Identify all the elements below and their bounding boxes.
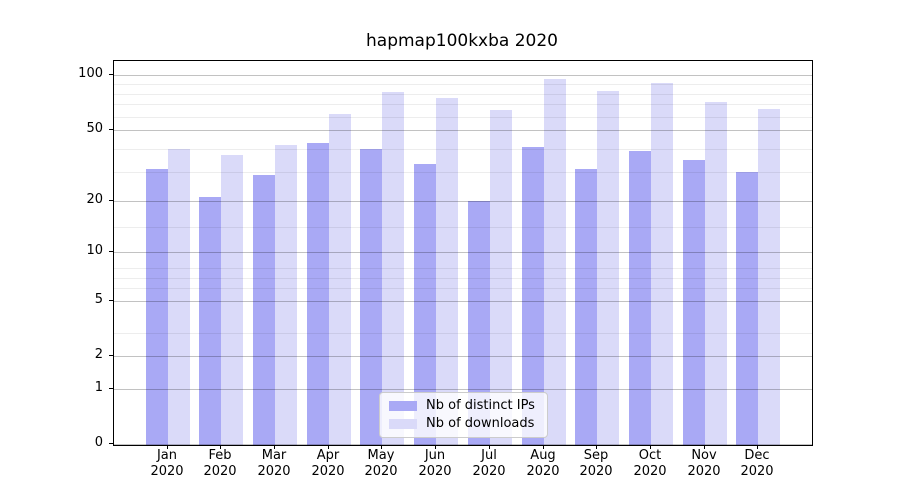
bar-downloads-sep: [597, 90, 620, 445]
bar-distinct-ips-sep: [575, 169, 598, 445]
x-tick-label-mar: Mar 2020: [257, 448, 291, 479]
x-tick-label-may: May 2020: [364, 448, 398, 479]
x-tick-label-jun: Jun 2020: [418, 448, 452, 479]
x-tick-mark-dec: [757, 445, 758, 449]
x-tick-mark-may: [381, 445, 382, 449]
legend-swatch-downloads: [389, 418, 417, 429]
x-tick-mark-aug: [543, 445, 544, 449]
x-tick-label-apr: Apr 2020: [311, 448, 345, 479]
x-tick-mark-nov: [704, 445, 705, 449]
y-tick-mark-2: [109, 355, 113, 356]
x-tick-mark-jul: [489, 445, 490, 449]
bar-downloads-nov: [704, 102, 727, 445]
x-tick-label-oct: Oct 2020: [633, 448, 667, 479]
x-tick-label-jul: Jul 2020: [472, 448, 506, 479]
y-tick-label-50: 50: [86, 121, 103, 136]
bar-distinct-ips-apr: [306, 143, 329, 445]
bar-distinct-ips-aug: [521, 147, 544, 445]
y-tick-label-5: 5: [94, 292, 103, 307]
y-tick-label-20: 20: [86, 192, 103, 207]
x-tick-mark-oct: [650, 445, 651, 449]
bar-distinct-ips-oct: [628, 151, 651, 445]
legend: Nb of distinct IPs Nb of downloads: [379, 392, 548, 438]
bars-layer: [114, 61, 812, 445]
y-tick-label-0: 0: [94, 435, 103, 450]
y-tick-mark-0: [109, 443, 113, 444]
chart-title: hapmap100kxba 2020: [366, 31, 558, 51]
bar-downloads-jun: [436, 97, 459, 445]
bar-distinct-ips-jul: [467, 200, 490, 445]
y-tick-mark-100: [109, 74, 113, 75]
bar-downloads-jan: [167, 149, 190, 445]
bar-downloads-apr: [328, 114, 351, 445]
bar-downloads-jul: [489, 110, 512, 445]
legend-swatch-distinct-ips: [389, 400, 417, 411]
bar-downloads-oct: [650, 83, 673, 445]
y-tick-mark-1: [109, 388, 113, 389]
x-tick-mark-jun: [435, 445, 436, 449]
y-tick-label-2: 2: [94, 347, 103, 362]
y-tick-label-10: 10: [86, 243, 103, 258]
x-tick-mark-sep: [596, 445, 597, 449]
y-tick-mark-20: [109, 200, 113, 201]
y-tick-label-100: 100: [78, 66, 103, 81]
x-tick-label-nov: Nov 2020: [687, 448, 721, 479]
legend-item-downloads: Nb of downloads: [389, 416, 535, 431]
y-tick-label-1: 1: [94, 380, 103, 395]
bar-distinct-ips-mar: [253, 174, 276, 445]
x-tick-label-aug: Aug 2020: [526, 448, 560, 479]
y-tick-mark-10: [109, 251, 113, 252]
x-tick-mark-apr: [328, 445, 329, 449]
plot-area: Nb of distinct IPs Nb of downloads: [113, 60, 813, 446]
bar-distinct-ips-may: [360, 149, 383, 445]
legend-label-distinct-ips: Nb of distinct IPs: [426, 398, 535, 413]
bar-distinct-ips-dec: [736, 172, 759, 445]
y-tick-mark-5: [109, 300, 113, 301]
x-tick-label-jan: Jan 2020: [150, 448, 184, 479]
x-tick-mark-jan: [167, 445, 168, 449]
bar-downloads-may: [382, 91, 405, 445]
y-tick-mark-50: [109, 129, 113, 130]
bar-downloads-mar: [275, 145, 298, 445]
bar-downloads-feb: [221, 155, 244, 445]
x-tick-label-dec: Dec 2020: [740, 448, 774, 479]
x-tick-mark-feb: [220, 445, 221, 449]
x-tick-label-feb: Feb 2020: [203, 448, 237, 479]
bar-distinct-ips-jun: [414, 164, 437, 445]
legend-label-downloads: Nb of downloads: [426, 416, 535, 431]
bar-downloads-aug: [543, 79, 566, 445]
bar-distinct-ips-jan: [145, 169, 168, 445]
bar-distinct-ips-nov: [682, 159, 705, 445]
x-tick-mark-mar: [274, 445, 275, 449]
bar-distinct-ips-feb: [199, 196, 222, 445]
x-tick-label-sep: Sep 2020: [579, 448, 613, 479]
bar-downloads-dec: [758, 109, 781, 445]
legend-item-distinct-ips: Nb of distinct IPs: [389, 398, 535, 413]
